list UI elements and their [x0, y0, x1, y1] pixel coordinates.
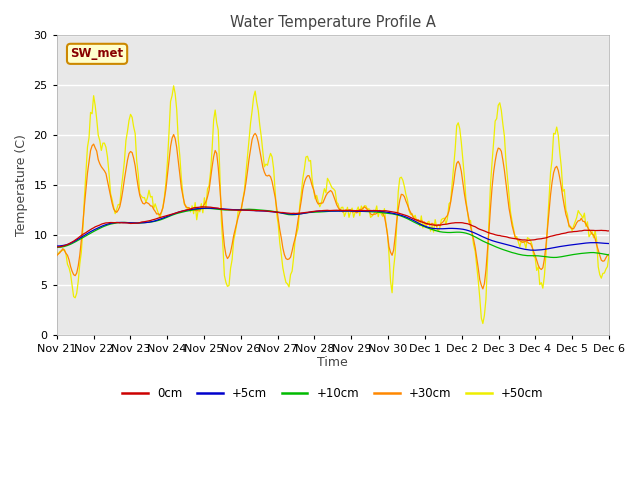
- Y-axis label: Temperature (C): Temperature (C): [15, 134, 28, 236]
- Legend: 0cm, +5cm, +10cm, +30cm, +50cm: 0cm, +5cm, +10cm, +30cm, +50cm: [117, 382, 548, 404]
- Title: Water Temperature Profile A: Water Temperature Profile A: [230, 15, 436, 30]
- Text: SW_met: SW_met: [70, 48, 124, 60]
- X-axis label: Time: Time: [317, 356, 348, 369]
